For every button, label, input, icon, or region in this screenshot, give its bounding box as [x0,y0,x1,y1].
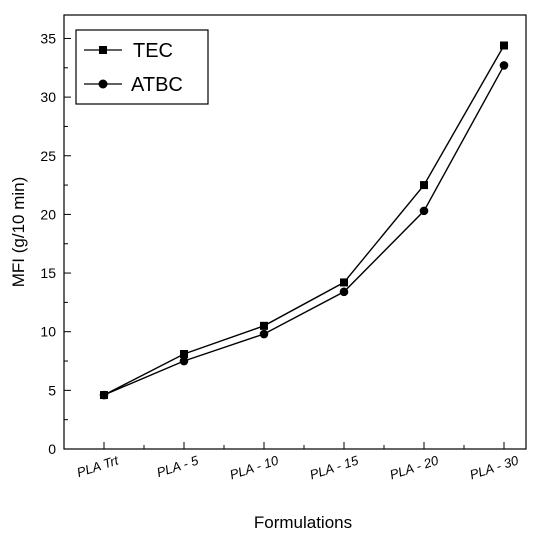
y-tick-label-30: 30 [40,89,56,105]
point-atbc-1 [179,356,189,366]
plot-frame [63,14,527,450]
x-tick-label-0: PLA Trt [75,452,121,480]
y-tick-label-0: 0 [48,441,56,457]
x-tick-label-4: PLA - 20 [388,452,441,482]
point-atbc-5 [499,61,509,70]
y-tick-label-10: 10 [40,324,56,340]
point-atbc-2 [259,329,269,339]
legend: TEC ATBC [75,29,209,105]
point-tec-4 [420,181,428,190]
y-tick-label-25: 25 [40,148,56,164]
x-tick-label-2: PLA - 10 [228,452,281,482]
x-axis: PLA Trt PLA - 5 PLA - 10 PLA - 15 PLA - 20 PL… [75,442,521,482]
y-tick-label-15: 15 [40,265,56,281]
x-axis-label: Formulations [254,513,352,532]
point-tec-3 [340,278,348,287]
point-atbc-3 [339,287,349,297]
point-tec-5 [500,41,508,50]
point-atbc-0 [99,390,109,400]
x-tick-label-3: PLA - 15 [308,452,361,482]
y-tick-label-5: 5 [48,382,56,398]
series-layer [99,41,509,400]
y-tick-label-20: 20 [40,206,56,222]
y-axis-label: MFI (g/10 min) [9,177,28,288]
legend-label-tec: TEC [133,40,173,62]
legend-marker-square [99,46,107,54]
y-axis: 0 5 10 15 20 25 30 35 [40,30,71,457]
x-tick-label-1: PLA - 5 [155,452,201,480]
point-tec-2 [260,321,268,330]
legend-label-atbc: ATBC [131,74,183,96]
point-atbc-4 [419,206,429,216]
x-tick-label-5: PLA - 30 [468,452,521,482]
series-line-tec [103,45,505,396]
legend-box [75,29,209,105]
legend-marker-circle [98,79,108,89]
y-tick-label-35: 35 [40,30,56,46]
point-tec-1 [180,349,188,358]
series-line-atbc [103,65,505,396]
